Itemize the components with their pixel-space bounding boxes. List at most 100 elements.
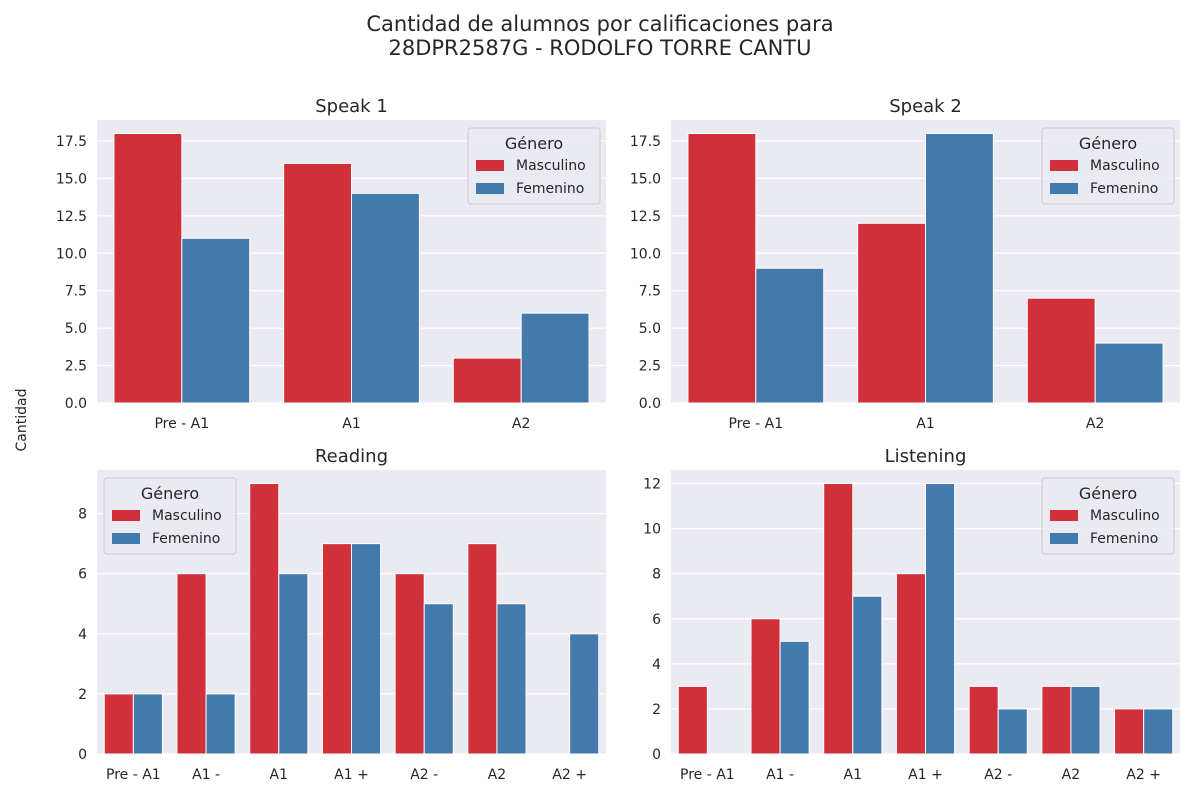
y-tick-label: 6 [78,567,87,583]
x-tick-label: A1 [916,416,934,432]
figure-title-line-2: 28DPR2587G - RODOLFO TORRE CANTU [388,36,812,60]
legend-title: Género [505,134,563,153]
x-tick-label: A1 [342,416,360,432]
legend-label-femenino: Femenino [1090,531,1158,547]
panel-title: Speak 2 [889,96,962,117]
chart-speak-1: 0.0 2.5 5.0 7.5 10.0 12.5 15.0 17.5 Speak 1 Pre -… [56,96,606,432]
bar-masculino-a2 [452,357,522,404]
legend-label-masculino: Masculino [1090,158,1160,174]
x-tick-label: A1 - [766,767,794,783]
bar-masculino-a1 [283,162,352,404]
y-tick-label: 10 [643,522,661,538]
legend-label-femenino: Femenino [1090,181,1158,197]
chart-speak-2: 0.0 2.5 5.0 7.5 10.0 12.5 15.0 17.5 Speak 2 Pre -… [630,96,1180,432]
y-tick-label: 10.0 [630,246,661,262]
bar-femenino-a2 [496,603,527,755]
bar-masculino-a2 [1114,708,1145,755]
chart-listening: 0 2 4 6 8 10 12 Listening Pre - A1 A1 - A1 A1 + A2 -… [643,446,1180,783]
bar-femenino-a2 [1143,708,1174,755]
bar-masculino-a2 [1026,297,1096,404]
bar-masculino-pre-a1 [687,132,757,404]
legend-title: Género [141,484,199,503]
y-tick-label: 17.5 [56,134,87,150]
legend-label-masculino: Masculino [1090,508,1160,524]
legend-swatch-masculino [1050,160,1078,171]
y-tick-label: 17.5 [630,134,661,150]
x-tick-label: A1 + [334,767,369,783]
chart-reading: 0 2 4 6 8 Reading Pre - A1 A1 - A1 A1 + A2 - A2 A2 +… [78,446,606,783]
legend: Género Masculino Femenino [467,127,601,205]
bar-masculino-pre-a1 [113,132,183,404]
bar-femenino-a2 [997,708,1028,755]
legend: Género Masculino Femenino [1041,127,1175,205]
bar-masculino-a1 [823,483,854,755]
bar-femenino-a1 [852,595,883,755]
figure-title-line-1: Cantidad de alumnos por calificaciones p… [366,12,834,36]
x-tick-label: A2 - [410,767,438,783]
legend-swatch-femenino [1050,183,1078,194]
x-tick-label: Pre - A1 [728,416,783,432]
bar-masculino-a2 [394,573,425,755]
legend: Género Masculino Femenino [1041,477,1175,555]
x-tick-label: Pre - A1 [680,767,735,783]
y-tick-label: 5.0 [65,321,87,337]
x-tick-label: A2 - [984,767,1012,783]
x-tick-label: Pre - A1 [154,416,209,432]
x-tick-label: A2 [488,767,506,783]
bar-femenino-a1 [278,573,309,755]
legend-swatch-femenino [112,533,140,544]
y-tick-label: 15.0 [630,171,661,187]
bar-masculino-a1 [321,543,353,755]
bar-femenino-a1 [351,192,420,404]
y-tick-label: 4 [78,627,87,643]
y-tick-label: 15.0 [56,171,87,187]
bar-femenino-a2 [1094,342,1164,404]
legend: Género Masculino Femenino [103,477,237,555]
bar-femenino-a1 [351,543,382,755]
y-tick-label: 8 [652,567,661,583]
y-tick-label: 2.5 [639,359,661,375]
bar-masculino-pre-a1 [103,693,134,755]
legend-label-femenino: Femenino [152,531,220,547]
y-tick-label: 12 [643,477,661,493]
panel-title: Listening [885,446,967,467]
x-tick-label: A1 - [192,767,220,783]
legend-label-femenino: Femenino [516,181,584,197]
legend-title: Género [1079,484,1137,503]
legend-swatch-masculino [112,510,140,521]
y-tick-label: 2 [78,687,87,703]
bar-femenino-a2 [569,633,600,755]
bar-masculino-a2 [968,685,999,755]
bar-masculino-a1 [176,573,207,755]
x-tick-label: A2 + [1126,767,1161,783]
panel-title: Reading [315,446,388,467]
bar-masculino-a1 [750,618,781,755]
legend-label-masculino: Masculino [152,508,222,524]
bar-femenino-a1 [925,132,994,404]
bar-femenino-a2 [520,312,590,404]
y-tick-label: 2.5 [65,359,87,375]
panel-title: Speak 1 [315,96,388,117]
legend-swatch-masculino [476,160,504,171]
x-tick-label: A2 [1086,416,1104,432]
y-axis-label: Cantidad [14,388,30,452]
bar-masculino-a1 [857,222,926,404]
bar-masculino-a2 [467,543,498,755]
y-tick-label: 2 [652,702,661,718]
y-tick-label: 12.5 [630,209,661,225]
bar-femenino-pre-a1 [132,693,163,755]
y-tick-label: 7.5 [639,284,661,300]
bar-femenino-a1 [779,640,810,755]
x-tick-label: A1 [844,767,862,783]
x-tick-label: A1 + [908,767,943,783]
y-tick-label: 7.5 [65,284,87,300]
bar-femenino-pre-a1 [181,237,251,404]
y-tick-label: 0.0 [639,396,661,412]
x-tick-label: A2 [1062,767,1080,783]
legend-title: Género [1079,134,1137,153]
bar-masculino-pre-a1 [677,685,708,755]
y-tick-label: 4 [652,657,661,673]
bar-femenino-a2 [423,603,454,755]
y-tick-label: 12.5 [56,209,87,225]
x-tick-label: A1 [270,767,288,783]
